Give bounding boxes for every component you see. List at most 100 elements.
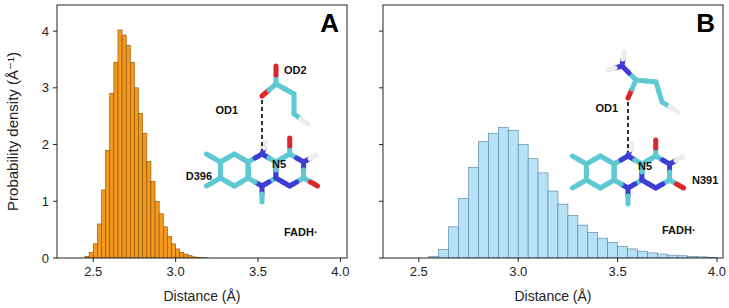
molecule-bond: [310, 155, 317, 159]
molecule-bond: [623, 52, 624, 59]
bars: [429, 128, 717, 258]
y-tick: [53, 87, 57, 88]
molecule-inset: OD1 OD2 N5 D396 FADH·: [186, 64, 318, 238]
x-tick-label: 3.0: [509, 264, 527, 279]
molecule-bond: [274, 66, 279, 75]
bar: [93, 244, 97, 258]
molecule-bond: [301, 119, 308, 124]
bar: [143, 133, 147, 258]
molecule-bond: [227, 154, 234, 158]
x-tick: [617, 258, 618, 262]
x-tick-label: 3.0: [167, 264, 185, 279]
y-tick: [379, 201, 383, 202]
bar: [176, 249, 180, 258]
x-tick: [418, 258, 419, 262]
bar: [598, 238, 608, 258]
y-tick: [53, 258, 57, 259]
x-tick: [518, 258, 519, 262]
bar: [478, 142, 488, 258]
molecule-bond: [653, 140, 658, 148]
bar: [163, 227, 167, 258]
y-tick-label: 3: [42, 80, 49, 95]
annotation: N5: [272, 158, 286, 170]
x-tick-label: 2.5: [410, 264, 428, 279]
bar: [126, 45, 130, 258]
molecule-bond: [260, 194, 265, 202]
bar: [459, 198, 469, 258]
bar: [139, 113, 143, 258]
bar: [184, 254, 188, 258]
plot-frame: [383, 5, 723, 258]
molecule-bond: [677, 184, 684, 188]
molecule-bond: [287, 138, 292, 146]
molecule-bond: [206, 154, 213, 158]
molecule-bond: [264, 142, 266, 148]
x-tick: [258, 258, 259, 262]
bar: [167, 236, 171, 258]
bar: [439, 249, 449, 258]
x-axis-label: Distance (Å): [514, 288, 591, 304]
x-tick: [93, 258, 94, 262]
y-tick: [379, 144, 383, 145]
y-tick-label: 1: [42, 194, 49, 209]
y-tick: [379, 87, 383, 88]
molecule-bond: [311, 182, 318, 186]
distance-line: [627, 102, 629, 152]
y-axis-label: Probability density (Å⁻¹): [4, 52, 21, 211]
bar: [134, 88, 138, 258]
x-tick-label: 2.5: [84, 264, 102, 279]
bar: [468, 167, 478, 258]
annotation: N5: [638, 160, 652, 172]
bar: [657, 254, 667, 258]
bar: [638, 251, 648, 258]
bar: [548, 191, 558, 258]
bar: [449, 227, 459, 258]
panel-label: B: [696, 8, 715, 38]
bar: [114, 62, 118, 258]
bar: [647, 253, 657, 258]
molecule-bond: [670, 107, 678, 112]
plot-frame: [57, 5, 347, 258]
annotation: FADH·: [284, 226, 318, 238]
bar: [518, 145, 528, 258]
x-tick-label: 3.5: [249, 264, 267, 279]
molecule-bond: [608, 68, 615, 70]
bar: [488, 133, 498, 258]
annotation: OD1: [595, 102, 618, 114]
annotation: OD1: [215, 104, 238, 116]
x-tick: [175, 258, 176, 262]
bar: [106, 150, 110, 258]
y-tick-label: 0: [42, 251, 49, 266]
y-tick: [53, 144, 57, 145]
bar: [97, 224, 101, 258]
panel-label: A: [320, 8, 339, 38]
bar: [151, 181, 155, 258]
bar: [172, 244, 176, 258]
y-tick: [379, 31, 383, 32]
annotation: N391: [692, 174, 718, 186]
molecule-bond: [572, 184, 579, 188]
bar: [130, 62, 134, 258]
bar: [110, 93, 114, 258]
annotation: OD2: [284, 64, 307, 76]
molecule-bond: [593, 156, 600, 160]
x-tick-label: 4.0: [331, 264, 349, 279]
y-tick: [53, 31, 57, 32]
x-axis-label: Distance (Å): [163, 288, 240, 304]
x-tick-label: 3.5: [609, 264, 627, 279]
annotation: D396: [186, 170, 212, 182]
bar: [538, 173, 548, 258]
molecule-bond: [630, 144, 632, 150]
bar: [147, 162, 151, 258]
bar: [159, 214, 163, 258]
bar: [608, 243, 618, 258]
bar: [101, 190, 105, 258]
bar: [628, 249, 638, 258]
molecule-bond: [626, 196, 631, 204]
bars: [85, 30, 209, 258]
bar: [180, 252, 184, 258]
y-tick-label: 4: [42, 24, 49, 39]
bar: [618, 247, 628, 258]
x-tick-label: 4.0: [708, 264, 726, 279]
bar: [508, 130, 518, 258]
